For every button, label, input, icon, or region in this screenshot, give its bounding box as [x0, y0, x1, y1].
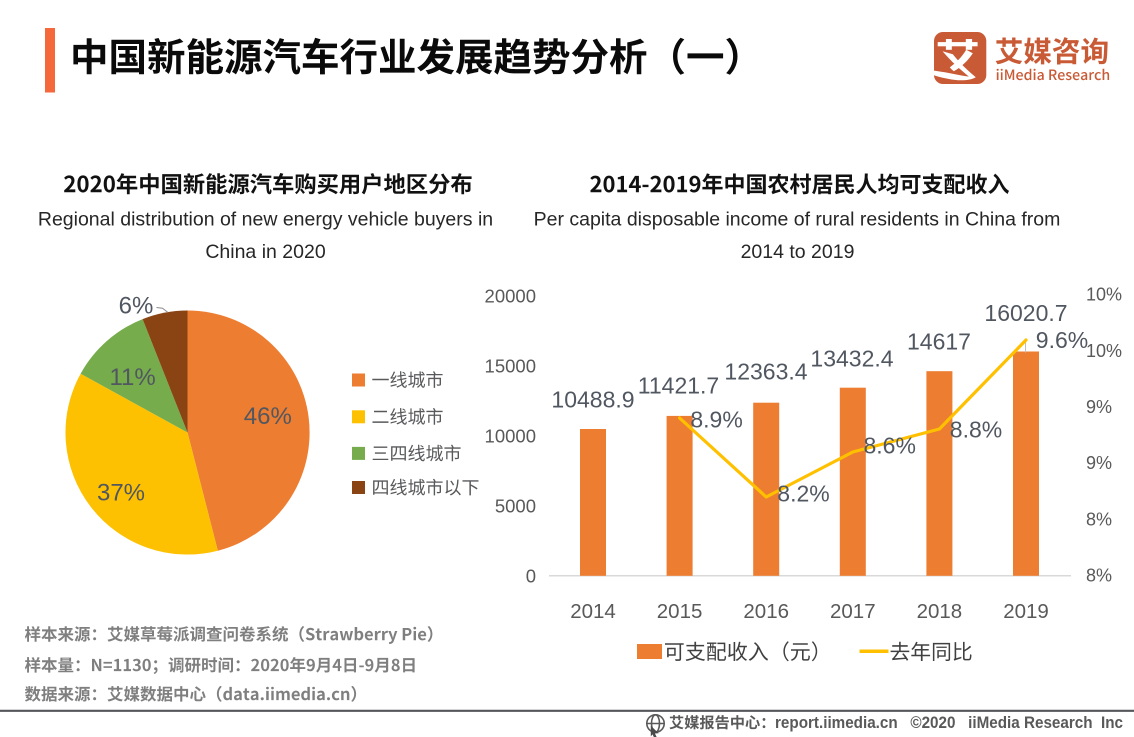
svg-text:13432.4: 13432.4 — [810, 345, 893, 371]
svg-text:0: 0 — [526, 566, 536, 587]
svg-text:12363.4: 12363.4 — [724, 358, 807, 384]
svg-text:2014: 2014 — [570, 600, 616, 623]
svg-text:5000: 5000 — [495, 496, 536, 517]
svg-text:8%: 8% — [1086, 509, 1112, 529]
svg-text:8.2%: 8.2% — [777, 480, 829, 506]
svg-text:Per capita disposable income o: Per capita disposable income of rural re… — [534, 209, 1061, 231]
svg-text:report.iimedia.cn ©2020 ii: report.iimedia.cn ©2020 iiMedia Research… — [775, 714, 1123, 732]
svg-text:8.9%: 8.9% — [690, 406, 742, 432]
svg-text:11%: 11% — [109, 364, 155, 391]
svg-text:2015: 2015 — [657, 600, 703, 623]
svg-text:14617: 14617 — [907, 328, 971, 354]
svg-text:2017: 2017 — [830, 600, 876, 623]
svg-text:2018: 2018 — [917, 600, 963, 623]
svg-text:20000: 20000 — [485, 286, 536, 307]
svg-text:9.6%: 9.6% — [1036, 327, 1088, 353]
svg-text:2014 to 2019: 2014 to 2019 — [741, 241, 855, 263]
svg-text:10%: 10% — [1086, 341, 1122, 361]
svg-text:2019: 2019 — [1003, 600, 1049, 623]
svg-text:46%: 46% — [244, 403, 292, 430]
svg-text:2016: 2016 — [743, 600, 789, 623]
svg-text:Regional distribution of new e: Regional distribution of new energy vehi… — [38, 209, 493, 231]
svg-text:37%: 37% — [97, 480, 145, 507]
svg-text:6%: 6% — [119, 293, 154, 320]
svg-text:8%: 8% — [1086, 566, 1112, 586]
svg-text:9%: 9% — [1086, 453, 1112, 473]
svg-text:15000: 15000 — [485, 356, 536, 377]
svg-text:10000: 10000 — [485, 426, 536, 447]
svg-text:11421.7: 11421.7 — [638, 372, 719, 398]
svg-text:9%: 9% — [1086, 397, 1112, 417]
svg-text:10488.9: 10488.9 — [551, 386, 634, 412]
svg-text:16020.7: 16020.7 — [984, 300, 1067, 326]
svg-text:8.6%: 8.6% — [863, 432, 915, 458]
svg-text:8.8%: 8.8% — [950, 416, 1002, 442]
svg-text:China in 2020: China in 2020 — [205, 241, 325, 263]
svg-text:10%: 10% — [1086, 285, 1122, 305]
